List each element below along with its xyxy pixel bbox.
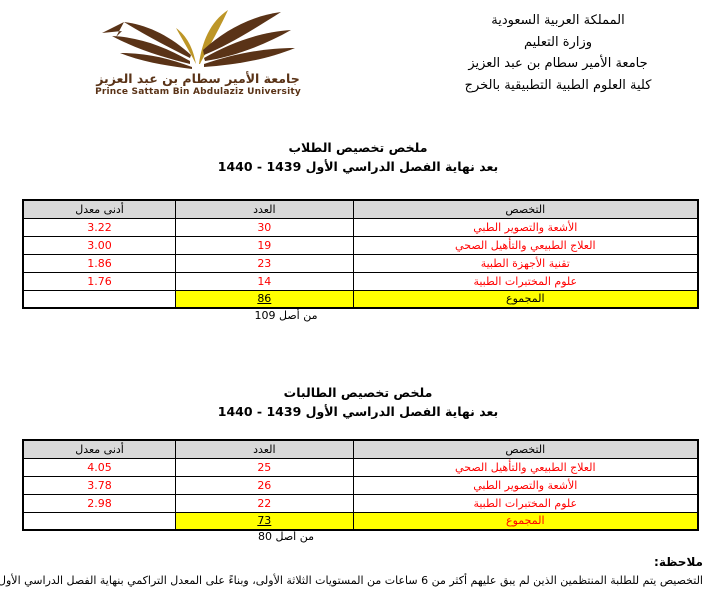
count-cell: 14: [175, 271, 354, 291]
students-allocation-table: التخصص العدد أدنى معدل الأشعة والتصوير ا…: [22, 199, 699, 309]
count-cell: 23: [175, 253, 354, 273]
min-gpa-cell: 2.98: [22, 493, 177, 513]
table-row: تقنية الأجهزة الطبية 23 1.86: [22, 253, 699, 273]
major-column-header: التخصص: [352, 439, 699, 459]
min-gpa-cell: 3.78: [22, 475, 177, 495]
total-row: المجموع 73: [22, 511, 699, 531]
org-line-ministry: وزارة التعليم: [523, 34, 593, 50]
title-line: ملخص تخصيص الطالبات: [283, 385, 433, 400]
table-header-row: التخصص العدد أدنى معدل: [22, 199, 699, 219]
note-label: ملاحظة:: [654, 555, 703, 569]
total-row: المجموع 86: [22, 289, 699, 309]
total-count-cell: 73: [175, 511, 354, 531]
major-column-header: التخصص: [352, 199, 699, 219]
total-count-cell: 86: [175, 289, 354, 309]
min-gpa-cell: 1.86: [22, 253, 177, 273]
logo-english-name: Prince Sattam Bin Abdulaziz University: [95, 87, 301, 97]
table-header-row: التخصص العدد أدنى معدل: [22, 439, 699, 459]
min-gpa-cell: 3.22: [22, 217, 177, 237]
total-gpa-empty-cell: [22, 289, 177, 309]
min-gpa-cell: 1.76: [22, 271, 177, 291]
students-out-of-total: من أصل 109: [254, 309, 318, 322]
count-cell: 25: [175, 457, 354, 477]
students-table-title: ملخص تخصيص الطلاب بعد نهاية الفصل الدراس…: [0, 138, 716, 176]
note-text: التخصيص يتم للطلبة المنتظمين الذين لم يب…: [0, 574, 703, 587]
total-label-cell: المجموع: [352, 511, 699, 531]
count-cell: 19: [175, 235, 354, 255]
subtitle-line: بعد نهاية الفصل الدراسي الأول 1439 - 144…: [217, 159, 499, 174]
count-cell: 22: [175, 493, 354, 513]
table-row: علوم المختبرات الطبية 14 1.76: [22, 271, 699, 291]
table-row: الأشعة والتصوير الطبي 26 3.78: [22, 475, 699, 495]
count-column-header: العدد: [175, 439, 354, 459]
open-book-logo-icon: [93, 6, 303, 72]
count-cell: 26: [175, 475, 354, 495]
total-gpa-empty-cell: [22, 511, 177, 531]
total-label-cell: المجموع: [352, 289, 699, 309]
female-students-out-of-total: من أصل 80: [258, 530, 314, 543]
table-row: الأشعة والتصوير الطبي 30 3.22: [22, 217, 699, 237]
min-gpa-cell: 3.00: [22, 235, 177, 255]
title-line: ملخص تخصيص الطلاب: [288, 140, 428, 155]
major-cell: العلاج الطبيعي والتأهيل الصحي: [352, 457, 699, 477]
count-cell: 30: [175, 217, 354, 237]
university-logo: جامعة الأمير سطام بن عبد العزيز Prince S…: [93, 6, 303, 98]
major-cell: علوم المختبرات الطبية: [352, 271, 699, 291]
table-row: العلاج الطبيعي والتأهيل الصحي 19 3.00: [22, 235, 699, 255]
subtitle-line: بعد نهاية الفصل الدراسي الأول 1439 - 144…: [217, 404, 499, 419]
table-row: العلاج الطبيعي والتأهيل الصحي 25 4.05: [22, 457, 699, 477]
major-cell: الأشعة والتصوير الطبي: [352, 217, 699, 237]
org-line-college: كلية العلوم الطبية التطبيقية بالخرج: [464, 77, 652, 93]
organization-header: المملكة العربية السعودية وزارة التعليم ج…: [408, 10, 708, 96]
female-students-allocation-table: التخصص العدد أدنى معدل العلاج الطبيعي وا…: [22, 439, 699, 531]
count-column-header: العدد: [175, 199, 354, 219]
min-gpa-column-header: أدنى معدل: [22, 439, 177, 459]
table-row: علوم المختبرات الطبية 22 2.98: [22, 493, 699, 513]
major-cell: علوم المختبرات الطبية: [352, 493, 699, 513]
logo-arabic-name: جامعة الأمير سطام بن عبد العزيز: [96, 71, 300, 86]
major-cell: تقنية الأجهزة الطبية: [352, 253, 699, 273]
min-gpa-cell: 4.05: [22, 457, 177, 477]
major-cell: الأشعة والتصوير الطبي: [352, 475, 699, 495]
org-line-country: المملكة العربية السعودية: [491, 13, 625, 28]
major-cell: العلاج الطبيعي والتأهيل الصحي: [352, 235, 699, 255]
min-gpa-column-header: أدنى معدل: [22, 199, 177, 219]
female-students-table-title: ملخص تخصيص الطالبات بعد نهاية الفصل الدر…: [0, 383, 716, 421]
org-line-university: جامعة الأمير سطام بن عبد العزيز: [468, 56, 648, 71]
